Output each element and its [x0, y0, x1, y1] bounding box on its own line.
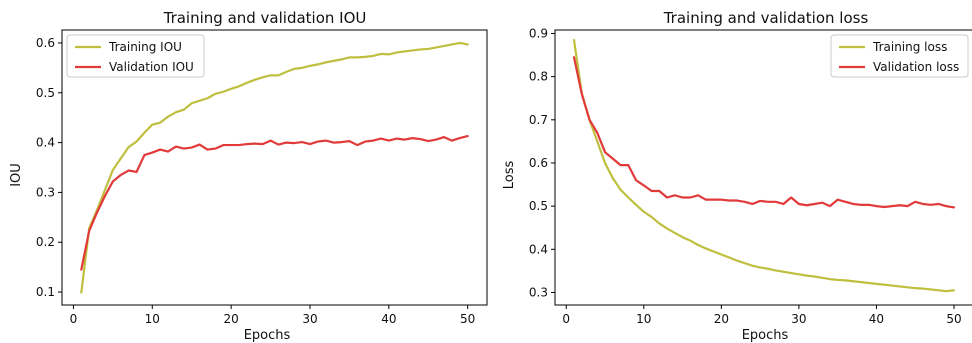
iou-y-tick-label: 0.5: [36, 86, 55, 100]
iou-chart-title: Training and validation IOU: [163, 9, 367, 27]
iou-x-tick-label: 30: [302, 312, 317, 326]
loss-series-validation-line: [572, 56, 956, 209]
loss-x-tick-label: 40: [869, 312, 884, 326]
loss-legend-label-validation: Validation loss: [873, 60, 959, 74]
iou-legend-box: [66, 34, 205, 78]
iou-plot-frame: [61, 29, 488, 306]
loss-x-tick-label: 30: [791, 312, 806, 326]
loss-legend: Training loss Validation loss: [830, 34, 969, 78]
iou-x-tick-label: 10: [145, 312, 160, 326]
loss-y-tick-label: 0.7: [529, 113, 548, 127]
loss-y-tick-label: 0.9: [529, 26, 548, 40]
loss-y-tick-label: 0.8: [529, 70, 548, 84]
iou-y-tick-label: 0.3: [36, 185, 55, 199]
iou-y-tick-label: 0.2: [36, 235, 55, 249]
iou-x-tick-label: 20: [223, 312, 238, 326]
loss-series-training-line: [572, 38, 956, 293]
loss-chart-title: Training and validation loss: [663, 9, 869, 27]
iou-x-axis-label: Epochs: [244, 328, 291, 343]
iou-y-tick-label: 0.4: [36, 136, 55, 150]
loss-x-tick-label: 50: [946, 312, 961, 326]
loss-legend-label-training: Training loss: [872, 40, 947, 54]
loss-x-tick-label: 20: [714, 312, 729, 326]
iou-x-tick-label: 0: [70, 312, 78, 326]
loss-y-tick-label: 0.5: [529, 199, 548, 213]
loss-y-tick-label: 0.3: [529, 285, 548, 299]
loss-chart: Training and validation loss Epochs Loss…: [502, 9, 972, 343]
iou-y-tick-label: 0.6: [36, 36, 55, 50]
iou-legend: Training IOU Validation IOU: [66, 34, 205, 78]
iou-y-tick-label: 0.1: [36, 285, 55, 299]
iou-legend-label-training: Training IOU: [108, 40, 182, 54]
loss-y-tick-label: 0.4: [529, 242, 548, 256]
loss-y-axis-label: Loss: [502, 161, 517, 190]
loss-plot-frame: [554, 29, 972, 306]
iou-x-tick-label: 50: [460, 312, 475, 326]
iou-series-training-line: [80, 41, 469, 294]
loss-legend-box: [830, 34, 969, 78]
iou-series-validation-line: [80, 135, 469, 271]
iou-x-tick-label: 40: [381, 312, 396, 326]
iou-chart: Training and validation IOU Epochs IOU 0…: [9, 9, 488, 343]
iou-y-axis-label: IOU: [9, 163, 24, 187]
loss-x-axis-label: Epochs: [742, 328, 789, 343]
loss-x-tick-label: 0: [562, 312, 570, 326]
loss-x-tick-label: 10: [636, 312, 651, 326]
loss-y-tick-label: 0.6: [529, 156, 548, 170]
iou-legend-label-validation: Validation IOU: [109, 60, 194, 74]
